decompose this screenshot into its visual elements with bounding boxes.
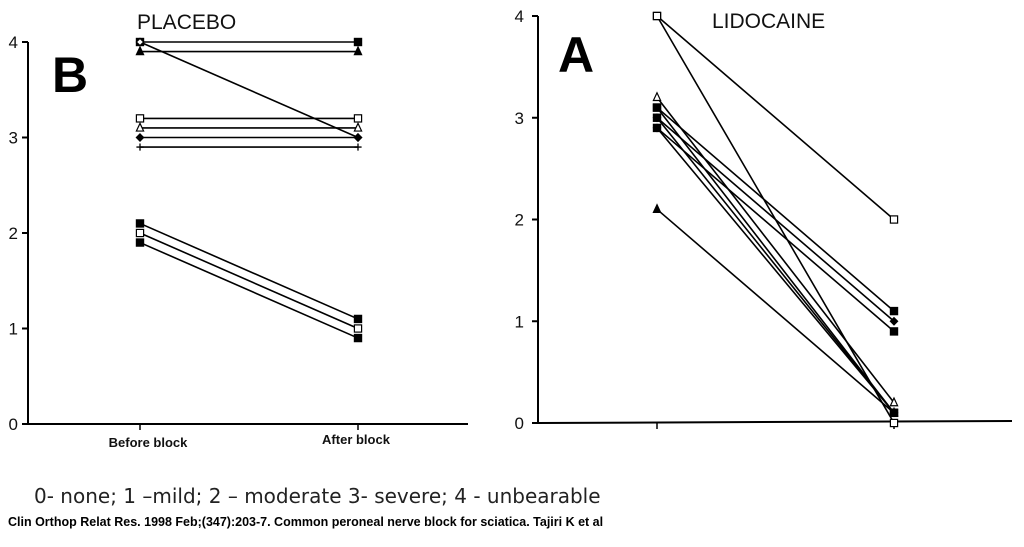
- placebo-y-tick-label: 2: [9, 224, 18, 243]
- placebo-data-point: [353, 133, 363, 142]
- lidocaine-y-tick-label: 0: [515, 414, 524, 433]
- placebo-xcat-before: Before block: [109, 435, 189, 450]
- placebo-data-point: [353, 333, 363, 343]
- lidocaine-series-line: [656, 15, 895, 221]
- lidocaine-data-point: [652, 103, 662, 112]
- lidocaine-data-point: [889, 396, 899, 407]
- placebo-data-point: [135, 133, 145, 142]
- placebo-panel-letter: B: [52, 47, 88, 103]
- placebo-data-point: [135, 114, 145, 123]
- placebo-xcat-after: After block: [322, 432, 391, 447]
- lidocaine-data-point: [889, 406, 899, 417]
- placebo-data-point: [135, 219, 145, 228]
- placebo-y-tick-label: 4: [9, 33, 18, 52]
- lidocaine-series-line: [656, 107, 895, 414]
- lidocaine-data-point: [889, 306, 899, 316]
- lidocaine-data-point: [652, 203, 662, 214]
- lidocaine-data-point: [652, 113, 662, 122]
- lidocaine-series-line: [656, 127, 895, 414]
- placebo-data-point: [353, 121, 363, 132]
- placebo-data-point: [135, 238, 145, 247]
- placebo-series-line: [139, 41, 359, 139]
- lidocaine-panel-letter: A: [558, 27, 594, 83]
- placebo-data-point: [353, 37, 363, 47]
- placebo-title: PLACEBO: [137, 11, 236, 34]
- placebo-data-point: [353, 45, 363, 56]
- placebo-data-point: [353, 314, 363, 324]
- lidocaine-x-axis: [537, 420, 1013, 424]
- lidocaine-series-line: [656, 96, 895, 404]
- lidocaine-data-point: [889, 215, 899, 224]
- lidocaine-series-line: [656, 208, 895, 414]
- citation: Clin Orthop Relat Res. 1998 Feb;(347):20…: [8, 515, 604, 529]
- placebo-series-line: [139, 241, 359, 339]
- placebo-series-line: [139, 222, 359, 320]
- lidocaine-data-point: [652, 11, 662, 21]
- lidocaine-y-tick-label: 1: [515, 312, 524, 331]
- lidocaine-data-point: [889, 327, 899, 336]
- lidocaine-series-line: [656, 127, 895, 333]
- placebo-y-tick-label: 1: [9, 320, 18, 339]
- lidocaine-data-point: [889, 316, 899, 326]
- lidocaine-series-line: [656, 106, 895, 312]
- pain-scale-legend: 0- none; 1 –mild; 2 – moderate 3- severe…: [34, 484, 601, 508]
- placebo-series-line: [139, 232, 359, 330]
- placebo-data-point: [136, 143, 144, 151]
- lidocaine-y-tick-label: 4: [515, 7, 524, 26]
- lidocaine-series-line: [656, 117, 895, 414]
- placebo-data-point: [135, 45, 145, 56]
- lidocaine-y-tick-label: 2: [515, 211, 524, 230]
- placebo-data-point: [135, 37, 145, 47]
- placebo-y-tick-label: 0: [9, 415, 18, 434]
- lidocaine-panel: LIDOCAINE A 0 1 2 3 4: [515, 7, 1013, 433]
- placebo-data-point: [353, 324, 363, 333]
- placebo-data-point: [135, 228, 145, 238]
- lidocaine-data-point: [889, 418, 899, 428]
- placebo-data-point: [135, 121, 145, 132]
- placebo-panel: PLACEBO B 0 1 2 3 4 Before block After block: [9, 11, 468, 450]
- lidocaine-y-tick-label: 3: [515, 109, 524, 128]
- placebo-data-point: [353, 114, 363, 123]
- lidocaine-series-line: [656, 117, 895, 322]
- lidocaine-data-point: [652, 123, 662, 133]
- placebo-data-point: [354, 143, 362, 151]
- lidocaine-data-point: [652, 91, 662, 102]
- placebo-y-tick-label: 3: [9, 129, 18, 148]
- lidocaine-title: LIDOCAINE: [712, 10, 825, 33]
